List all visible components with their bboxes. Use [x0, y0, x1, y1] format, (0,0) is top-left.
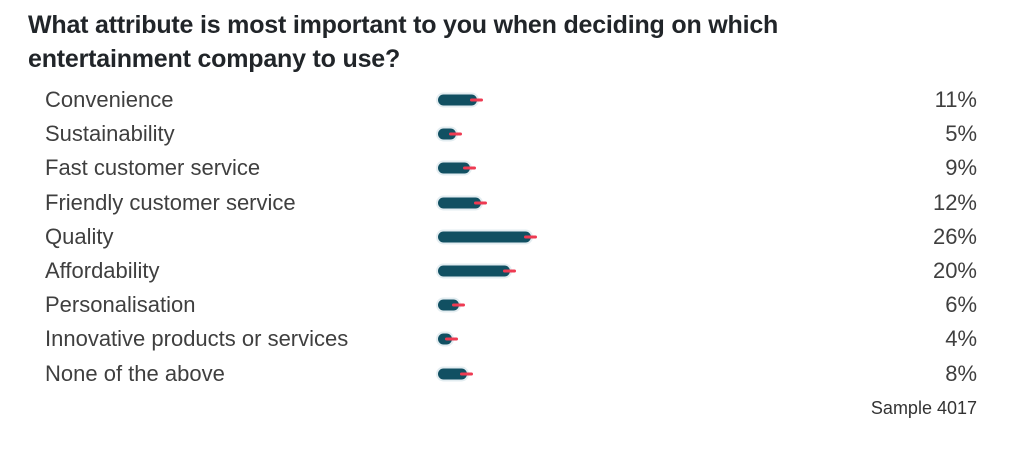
bar-rows: Convenience 11% Sustainability 5% Fast c…	[0, 83, 1024, 391]
bar-track	[438, 322, 897, 356]
bar-track	[438, 117, 897, 151]
category-label: Innovative products or services	[45, 326, 349, 352]
value-label: 20%	[932, 258, 977, 284]
bar-row: Convenience 11%	[0, 83, 977, 117]
value-label: 6%	[945, 292, 977, 318]
bar-row: None of the above 8%	[0, 357, 977, 391]
category-label: Convenience	[45, 87, 174, 113]
value-marker-icon	[502, 269, 516, 273]
bar-track	[438, 254, 897, 288]
value-marker-icon	[448, 132, 462, 136]
category-label: Affordability	[45, 258, 160, 284]
bar	[438, 265, 510, 277]
bar-track	[438, 83, 897, 117]
value-marker-icon	[470, 98, 484, 102]
bar-track	[438, 357, 897, 391]
chart-title-line1: What attribute is most important to you …	[28, 11, 779, 39]
bar-track	[438, 220, 897, 254]
bar	[438, 128, 456, 140]
bar	[438, 162, 471, 174]
category-label: Sustainability	[45, 121, 175, 147]
category-label: Friendly customer service	[45, 189, 296, 215]
bar	[438, 299, 460, 311]
bar	[438, 231, 532, 243]
value-marker-icon	[473, 201, 487, 205]
bar-track	[438, 151, 897, 185]
value-label: 5%	[945, 121, 977, 147]
value-marker-icon	[445, 337, 459, 341]
value-label: 4%	[945, 326, 977, 352]
bar-track	[438, 288, 897, 322]
bar-row: Sustainability 5%	[0, 117, 977, 151]
category-label: Fast customer service	[45, 155, 261, 181]
bar	[438, 197, 481, 209]
bar-row: Fast customer service 9%	[0, 151, 977, 185]
value-label: 26%	[932, 223, 977, 249]
value-label: 8%	[945, 360, 977, 386]
bar	[438, 94, 478, 106]
value-marker-icon	[463, 166, 477, 170]
value-label: 9%	[945, 155, 977, 181]
bar-row: Quality 26%	[0, 220, 977, 254]
category-label: None of the above	[45, 360, 225, 386]
value-marker-icon	[459, 372, 473, 376]
chart-title: What attribute is most important to you …	[28, 8, 1024, 76]
value-label: 11%	[934, 87, 977, 113]
bar-row: Affordability 20%	[0, 254, 977, 288]
value-label: 12%	[932, 189, 977, 215]
bar	[438, 368, 467, 380]
chart-title-line2: entertainment company to use?	[28, 45, 401, 73]
bar	[438, 333, 453, 345]
bar-row: Friendly customer service 12%	[0, 186, 977, 220]
bar-row: Personalisation 6%	[0, 288, 977, 322]
bar-row: Innovative products or services 4%	[0, 322, 977, 356]
category-label: Personalisation	[45, 292, 196, 318]
sample-size-note: Sample 4017	[870, 397, 977, 418]
bar-track	[438, 186, 897, 220]
value-marker-icon	[524, 235, 538, 239]
value-marker-icon	[452, 303, 466, 307]
category-label: Quality	[45, 223, 114, 249]
